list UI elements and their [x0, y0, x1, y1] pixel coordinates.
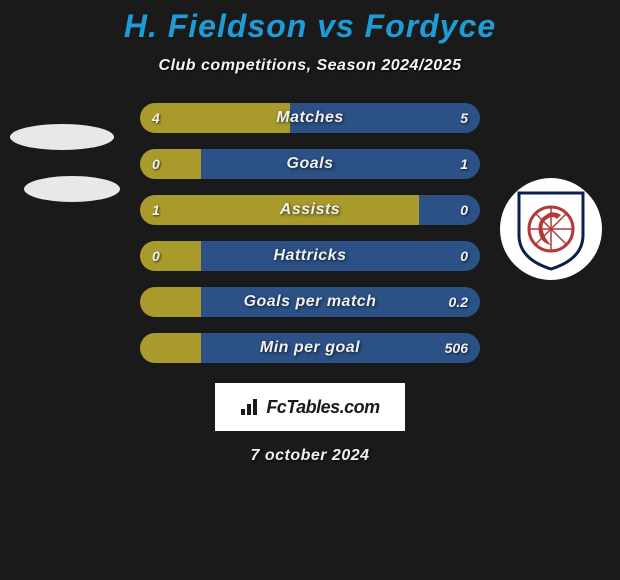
stat-label: Matches	[140, 103, 480, 133]
stat-value-right: 0	[460, 195, 468, 225]
shield-icon	[515, 187, 587, 271]
stat-label: Hattricks	[140, 241, 480, 271]
stat-value-left: 1	[152, 195, 160, 225]
stat-value-right: 1	[460, 149, 468, 179]
stat-label: Goals	[140, 149, 480, 179]
comparison-title: H. Fieldson vs Fordyce	[0, 8, 620, 45]
club-badge	[500, 178, 602, 280]
stat-row: Min per goal506	[140, 333, 480, 363]
stat-value-left: 0	[152, 241, 160, 271]
brand-box: FcTables.com	[215, 383, 405, 431]
brand-text: FcTables.com	[240, 397, 379, 418]
stat-value-right: 5	[460, 103, 468, 133]
stat-label: Assists	[140, 195, 480, 225]
stat-value-left: 0	[152, 149, 160, 179]
date-label: 7 october 2024	[0, 447, 620, 465]
stat-row: Matches4 5	[140, 103, 480, 133]
stat-row: Goals0 1	[140, 149, 480, 179]
stat-row: Goals per match0.2	[140, 287, 480, 317]
stat-row: Hattricks0 0	[140, 241, 480, 271]
stat-value-right: 0	[460, 241, 468, 271]
decorative-ellipse	[24, 176, 120, 202]
stat-value-right: 0.2	[449, 287, 468, 317]
stat-row: Assists1 0	[140, 195, 480, 225]
decorative-ellipse	[10, 124, 114, 150]
stat-value-left: 4	[152, 103, 160, 133]
stat-label: Min per goal	[140, 333, 480, 363]
stat-label: Goals per match	[140, 287, 480, 317]
stat-value-right: 506	[445, 333, 468, 363]
bars-icon	[240, 398, 262, 416]
comparison-subtitle: Club competitions, Season 2024/2025	[0, 57, 620, 75]
